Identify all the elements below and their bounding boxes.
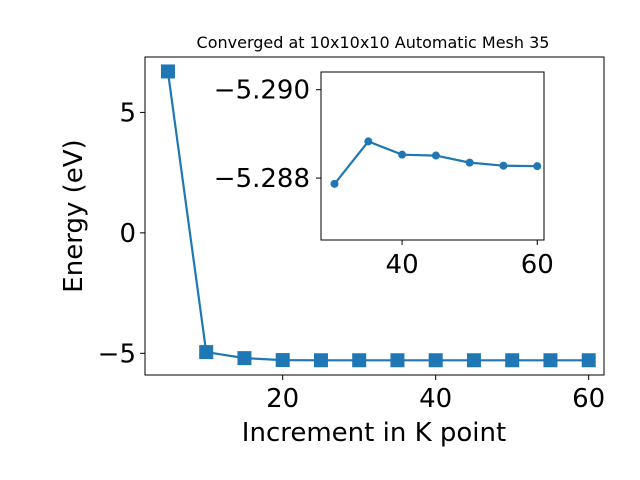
inset-data-point	[465, 158, 474, 167]
inset-data-point	[330, 179, 339, 188]
inset-y-tick-label: −5.288	[214, 164, 310, 194]
inset-chart: −5.290 −5.288 40 60	[214, 71, 554, 280]
inset-x-tick-label: 60	[521, 250, 554, 280]
inset-x-tick-label: 40	[386, 250, 419, 280]
inset-y-ticks: −5.290 −5.288	[214, 76, 321, 194]
inset-data-point	[398, 150, 407, 159]
main-y-tick-label: 5	[119, 98, 136, 128]
main-x-ticks: 20 40 60	[266, 375, 605, 414]
main-series-points	[160, 64, 596, 368]
main-x-tick-label: 40	[419, 384, 452, 414]
inset-data-point	[364, 137, 373, 146]
main-data-point	[352, 353, 367, 368]
main-data-point	[237, 351, 252, 366]
y-axis-label: Energy (eV)	[59, 139, 89, 292]
main-data-point	[543, 353, 558, 368]
chart-title: Converged at 10x10x10 Automatic Mesh 35	[197, 33, 550, 52]
inset-data-point	[533, 162, 542, 171]
main-x-tick-label: 20	[266, 384, 299, 414]
main-data-point	[160, 64, 175, 79]
main-data-point	[466, 353, 481, 368]
main-data-point	[505, 353, 520, 368]
main-data-point	[199, 345, 214, 360]
inset-y-tick-label: −5.290	[214, 76, 310, 106]
main-chart: Converged at 10x10x10 Automatic Mesh 35 …	[59, 33, 605, 448]
main-data-point	[313, 353, 328, 368]
main-plot-frame	[144, 56, 605, 376]
main-y-ticks: −5 0 5	[98, 98, 145, 369]
main-data-point	[581, 353, 596, 368]
main-data-point	[428, 353, 443, 368]
inset-data-point	[499, 161, 508, 170]
x-axis-label: Increment in K point	[242, 418, 506, 448]
main-y-tick-label: −5	[98, 339, 136, 369]
main-data-point	[390, 353, 405, 368]
inset-data-point	[431, 151, 440, 160]
main-data-point	[275, 353, 290, 368]
inset-series-points	[330, 137, 542, 188]
main-x-tick-label: 60	[572, 384, 605, 414]
inset-x-ticks: 40 60	[386, 240, 554, 280]
main-y-tick-label: 0	[119, 219, 136, 249]
